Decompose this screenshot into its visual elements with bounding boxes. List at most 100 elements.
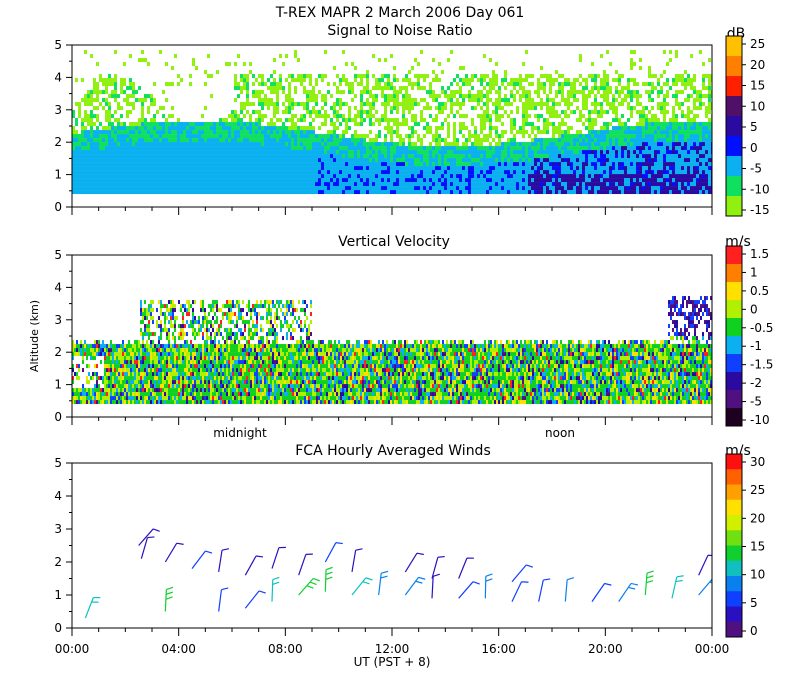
snr-cell (546, 158, 549, 163)
snr-cell (426, 146, 429, 151)
snr-cell (510, 94, 513, 99)
snr-cell (252, 182, 255, 187)
snr-cell (426, 178, 429, 183)
snr-cell (270, 178, 273, 183)
snr-cell (228, 134, 231, 139)
snr-cell (462, 114, 465, 119)
snr-cell (447, 94, 450, 99)
snr-cell (81, 126, 84, 131)
snr-cell (555, 126, 558, 131)
snr-cell (291, 118, 294, 123)
snr-cell (579, 118, 582, 123)
snr-cell (630, 94, 633, 99)
snr-cell (591, 158, 594, 163)
snr-cell (588, 170, 591, 175)
snr-cell (162, 154, 165, 159)
snr-cell (159, 146, 162, 151)
snr-cell (609, 130, 612, 135)
snr-cell (264, 114, 267, 119)
snr-cell (435, 74, 438, 79)
snr-cell (603, 94, 606, 99)
snr-cell (237, 170, 240, 175)
snr-cell (708, 142, 711, 147)
snr-cell (708, 58, 711, 63)
snr-cell (270, 134, 273, 139)
snr-cell (696, 106, 699, 111)
snr-cell (288, 106, 291, 111)
snr-cell (564, 130, 567, 135)
snr-cell (129, 110, 132, 115)
snr-cell (129, 154, 132, 159)
snr-cell (384, 74, 387, 79)
snr-cell (315, 178, 318, 183)
snr-cell (381, 142, 384, 147)
snr-cell (237, 154, 240, 159)
snr-cell (678, 134, 681, 139)
snr-cell (474, 94, 477, 99)
snr-cell (696, 142, 699, 147)
snr-cell (570, 102, 573, 107)
snr-cell (393, 98, 396, 103)
snr-cell (345, 78, 348, 83)
snr-cell (192, 138, 195, 143)
snr-cell (132, 102, 135, 107)
snr-cell (198, 122, 201, 127)
snr-cell (480, 138, 483, 143)
snr-cell (672, 190, 675, 195)
snr-cell (660, 110, 663, 115)
snr-cell (555, 70, 558, 75)
snr-cell (306, 138, 309, 143)
snr-cell (156, 178, 159, 183)
snr-cell (585, 190, 588, 195)
snr-cell (408, 158, 411, 163)
snr-cell (600, 130, 603, 135)
snr-cell (306, 134, 309, 139)
snr-cell (399, 142, 402, 147)
snr-cell (660, 190, 663, 195)
snr-cell (189, 82, 192, 87)
snr-cell (627, 126, 630, 131)
snr-cell (510, 118, 513, 123)
snr-cell (618, 126, 621, 131)
snr-cell (165, 82, 168, 87)
snr-cell (393, 174, 396, 179)
snr-cell (585, 134, 588, 139)
snr-cell (216, 174, 219, 179)
snr-cell (651, 138, 654, 143)
snr-cell (270, 74, 273, 79)
snr-cell (429, 142, 432, 147)
snr-cell (693, 170, 696, 175)
snr-cell (645, 174, 648, 179)
snr-cell (576, 98, 579, 103)
snr-cell (657, 138, 660, 143)
snr-cell (372, 114, 375, 119)
snr-cell (297, 166, 300, 171)
snr-cell (267, 166, 270, 171)
snr-cell (249, 186, 252, 191)
snr-cell (459, 158, 462, 163)
snr-cell (600, 174, 603, 179)
snr-cell (474, 134, 477, 139)
snr-cell (126, 126, 129, 131)
snr-cell (528, 90, 531, 95)
snr-cell (177, 126, 180, 131)
snr-cell (687, 186, 690, 191)
snr-cell (276, 110, 279, 115)
snr-cell (324, 190, 327, 195)
snr-cell (222, 170, 225, 175)
snr-cell (210, 182, 213, 187)
snr-cell (525, 114, 528, 119)
snr-cell (477, 146, 480, 151)
snr-cell (504, 86, 507, 91)
snr-cell (366, 70, 369, 75)
snr-cell (540, 170, 543, 175)
snr-cell (402, 158, 405, 163)
snr-cell (684, 182, 687, 187)
snr-cell (702, 78, 705, 83)
snr-cell (483, 174, 486, 179)
snr-cell (504, 158, 507, 163)
snr-cell (159, 182, 162, 187)
snr-cell (543, 130, 546, 135)
snr-cell (687, 122, 690, 127)
snr-cell (300, 182, 303, 187)
